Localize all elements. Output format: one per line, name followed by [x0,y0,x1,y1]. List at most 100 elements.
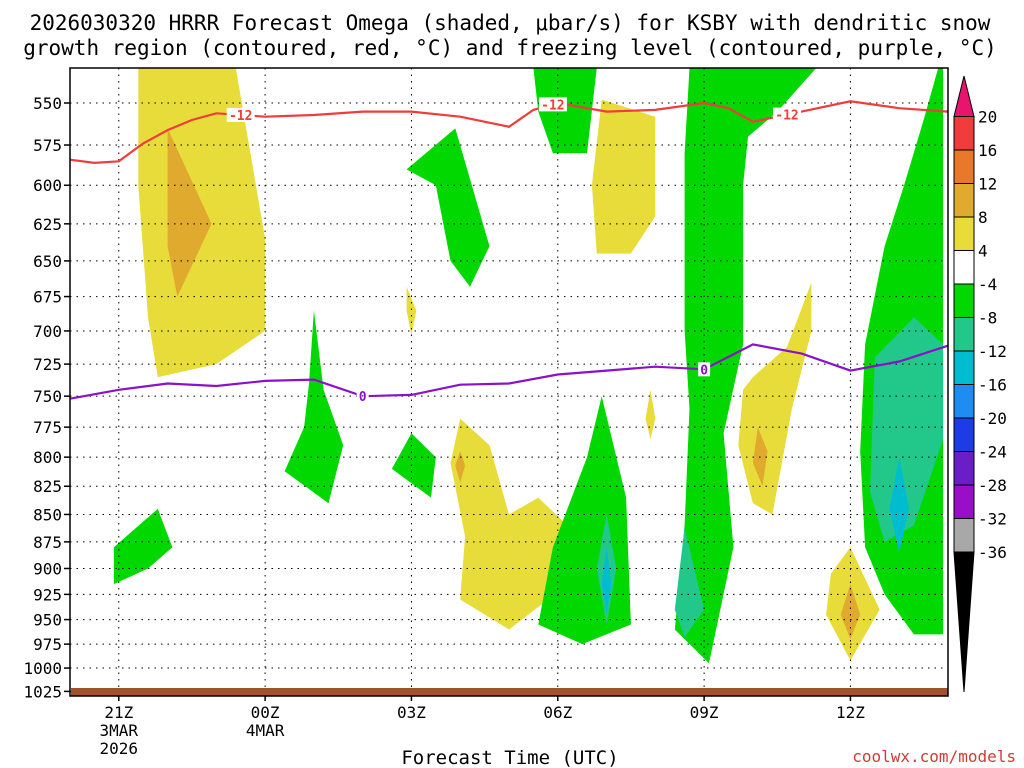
colorbar-segment-1 [953,116,975,151]
dendritic-minus12-label-1: -12 [541,98,564,113]
colorbar-segment-4 [953,216,975,251]
omega-region-23 [889,457,909,553]
ytick-label-1025: 1025 [23,682,62,701]
chart-title-line-2: growth region (contoured, red, °C) and f… [23,36,997,60]
colorbar-segment-13 [953,518,975,553]
ytick-label-675: 675 [33,288,62,307]
ytick-label-850: 850 [33,505,62,524]
dendritic-minus12-line [69,100,949,165]
xtick-label-21Z: 21Z [104,703,133,722]
colorbar-label-7: -12 [978,342,1007,361]
ytick-label-625: 625 [33,215,62,234]
colorbar-label-3: 8 [978,208,988,227]
xtick-date-21Z: 3MAR [100,721,139,740]
xtick-label-12Z: 12Z [836,703,865,722]
plot-frame [69,67,949,697]
colorbar-segment-5 [953,250,975,285]
ytick-label-550: 550 [33,94,62,113]
colorbar-segment-8 [953,350,975,385]
omega-region-8 [752,427,768,487]
dendritic-minus12-label-bg-2 [773,107,802,122]
omega-region-6 [645,389,656,440]
x-axis-label: Forecast Time (UTC) [401,747,618,768]
omega-region-12 [284,310,344,504]
ytick-label-800: 800 [33,448,62,467]
ytick-label-700: 700 [33,322,62,341]
plot-area: -12 -12 -12 0 0 [69,67,949,697]
chart-title-line-1: 2026030320 HRRR Forecast Omega (shaded, … [30,11,991,35]
colorbar-segment-3 [953,183,975,218]
dendritic-minus12-label-0: -12 [229,109,252,124]
ytick-label-750: 750 [33,387,62,406]
dendritic-minus12-label-2: -12 [775,109,798,124]
omega-region-22 [870,317,944,542]
xtick-date-00Z: 4MAR [246,721,285,740]
omega-region-18 [601,547,612,615]
ytick-label-575: 575 [33,136,62,155]
colorbar-label-0: 20 [978,108,997,127]
colorbar-label-10: -24 [978,443,1007,462]
colorbar-segment-2 [953,149,975,184]
colorbar-label-11: -28 [978,476,1007,495]
colorbar-segment-11 [953,451,975,486]
freezing-level-0-label-0: 0 [359,390,367,405]
omega-region-4 [455,451,466,483]
omega-region-19 [674,68,817,664]
colorbar-segment-10 [953,417,975,452]
contour-lines: -12 -12 -12 0 0 [69,97,949,405]
grid-lines [70,68,948,696]
xtick-year-21Z: 2026 [100,739,139,758]
colorbar-label-2: 12 [978,175,997,194]
colorbar-label-5: -4 [978,275,997,294]
colorbar-label-8: -16 [978,376,1007,395]
colorbar-label-13: -36 [978,543,1007,562]
omega-region-2 [406,286,417,335]
ytick-label-650: 650 [33,252,62,271]
xtick-label-00Z: 00Z [251,703,280,722]
freezing-level-0-label-bg-0 [356,389,369,404]
xtick-label-03Z: 03Z [397,703,426,722]
freezing-level-0-label-bg-1 [698,362,711,377]
omega-region-1 [167,128,212,297]
colorbar-label-6: -8 [978,309,997,328]
ytick-label-975: 975 [33,635,62,654]
omega-region-3 [450,418,568,630]
colorbar-label-4: 4 [978,242,988,261]
colorbar-top-arrow [953,75,975,117]
ground-surface [71,688,948,696]
omega-region-13 [406,128,490,287]
omega-region-11 [113,508,173,585]
omega-region-5 [591,99,656,254]
dendritic-minus12-label-bg-0 [226,107,255,122]
ytick-label-725: 725 [33,355,62,374]
omega-region-20 [674,527,705,638]
ytick-label-950: 950 [33,611,62,630]
omega-region-14 [391,433,436,498]
credit-text: coolwx.com/models [852,747,1016,766]
omega-region-10 [840,584,861,640]
colorbar-label-1: 16 [978,141,997,160]
dendritic-minus12-label-bg-1 [538,97,567,112]
ytick-label-900: 900 [33,559,62,578]
omega-colorbar: 20 16 12 8 4 -4 -8 -12 -16 -20 -24 -28 -32 -36 [953,75,1007,693]
omega-shading [113,68,944,664]
colorbar-segment-9 [953,384,975,419]
ytick-label-925: 925 [33,585,62,604]
ytick-label-600: 600 [33,176,62,195]
colorbar-segment-12 [953,484,975,519]
ytick-label-875: 875 [33,533,62,552]
ytick-label-1000: 1000 [23,659,62,678]
freezing-level-0-line [69,343,949,400]
pressure-axis: 550 575 600 625 650 675 700 725 750 775 800 825 850 8… [23,94,70,701]
colorbar-label-9: -20 [978,409,1007,428]
xtick-label-06Z: 06Z [543,703,572,722]
colorbar-bottom-arrow [953,551,975,693]
ytick-label-775: 775 [33,418,62,437]
ytick-label-825: 825 [33,477,62,496]
colorbar-segment-7 [953,317,975,352]
colorbar-segment-6 [953,283,975,318]
xtick-label-09Z: 09Z [690,703,719,722]
colorbar-label-12: -32 [978,510,1007,529]
